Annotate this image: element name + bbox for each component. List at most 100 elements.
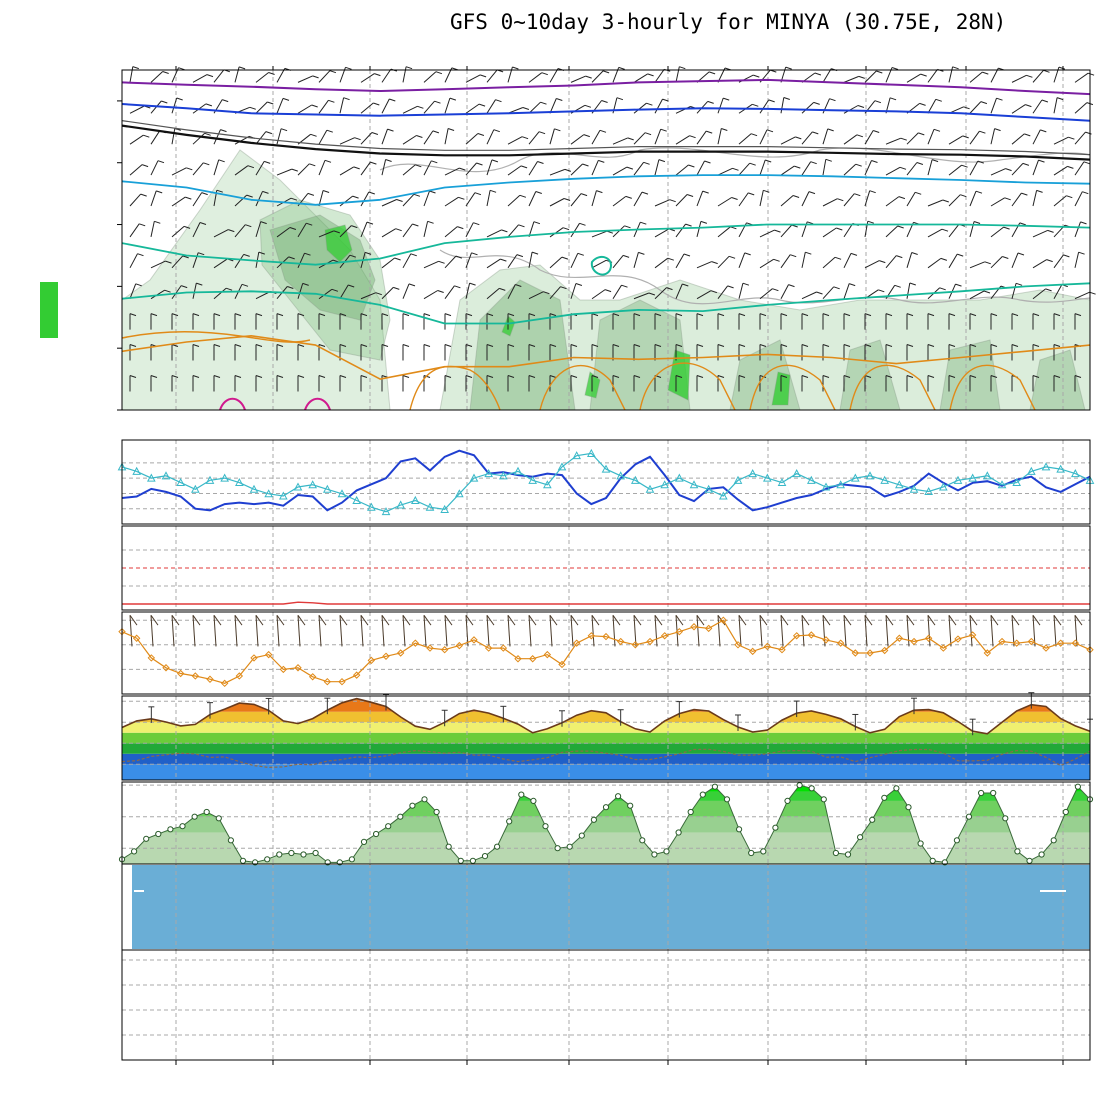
wind-barb	[154, 220, 161, 224]
wind-barb	[255, 221, 262, 238]
panel-frame	[121, 949, 1091, 1061]
wind-barb	[948, 135, 963, 145]
wind-speed-marker	[587, 632, 596, 640]
wind-barb	[171, 255, 184, 269]
wind-barb	[329, 70, 337, 74]
wind-barb	[780, 344, 788, 347]
wind-barb	[960, 194, 967, 198]
wind-barb	[549, 375, 557, 378]
wind-barb	[213, 129, 221, 145]
wind-barb	[969, 290, 985, 300]
temperature-line	[121, 697, 1091, 735]
wind-barb	[752, 103, 759, 107]
wind-barb	[423, 290, 438, 300]
wind-barb	[549, 256, 563, 269]
wind-barb	[262, 190, 269, 194]
wind-barb	[385, 159, 392, 162]
lifted-index-line	[122, 601, 1090, 605]
wind-speed-marker	[382, 652, 390, 660]
slp-line	[121, 449, 1091, 512]
wind-barb	[234, 165, 249, 176]
surface-wind-barb	[885, 614, 894, 626]
wind-barb	[268, 72, 275, 75]
wind-barb	[486, 258, 501, 269]
surface-wind-barb	[591, 614, 600, 626]
wind-barb	[801, 102, 815, 114]
wind-barb	[675, 344, 683, 347]
wind-barb	[381, 98, 390, 114]
thickness-marker	[850, 473, 860, 482]
wind-barb	[135, 283, 142, 287]
wind-barb	[994, 128, 1001, 132]
wind-barb	[318, 375, 326, 378]
wind-barb	[289, 227, 297, 230]
surface-wind-barb	[675, 614, 684, 626]
wind-speed-marker	[294, 664, 302, 672]
wind-barb	[465, 344, 473, 347]
wind-barb	[717, 375, 725, 378]
wind-speed-marker	[132, 634, 141, 642]
wind-barb	[996, 97, 1003, 101]
wind-barb	[444, 255, 457, 269]
wind-speed-line	[121, 619, 1091, 684]
wind-barb	[621, 284, 628, 288]
wind-speed-marker	[675, 627, 684, 636]
wind-barb	[927, 257, 942, 269]
wind-barb	[822, 286, 835, 300]
wind-barb	[1021, 192, 1028, 196]
wind-barb	[864, 260, 880, 269]
wind-barb	[654, 98, 663, 114]
wind-barb	[238, 66, 246, 70]
wind-barb	[1032, 375, 1040, 378]
rh-marker	[239, 857, 247, 864]
thickness-marker	[366, 502, 376, 511]
wind-barb	[669, 199, 676, 203]
rh-marker	[1026, 857, 1033, 864]
wind-barb	[528, 252, 533, 268]
wind-barb	[643, 161, 650, 165]
wind-barb	[742, 282, 750, 286]
thickness-marker	[234, 478, 244, 487]
rh-marker	[808, 785, 815, 792]
wind-barb	[454, 285, 461, 289]
wind-barb	[402, 164, 416, 176]
wind-barb	[360, 313, 368, 317]
wind-barb	[1015, 282, 1023, 286]
surface-wind-barb	[738, 614, 747, 626]
wind-barb	[423, 130, 434, 145]
wind-barb	[1046, 259, 1053, 263]
wind-barb	[864, 130, 874, 145]
wind-speed-marker	[367, 656, 376, 665]
wind-barb	[205, 103, 213, 107]
surface-wind-barb	[591, 615, 595, 647]
wind-barb	[780, 136, 796, 145]
wind-barb	[730, 226, 737, 230]
thickness-marker	[660, 480, 670, 489]
wind-barb	[520, 165, 528, 169]
wind-barb	[220, 129, 227, 133]
wind-barb	[465, 74, 481, 83]
wind-barb	[234, 194, 248, 207]
wind-barb	[601, 100, 608, 103]
wind-speed-marker	[191, 672, 200, 680]
wind-speed-marker	[308, 673, 317, 681]
surface-wind-barb	[570, 615, 574, 647]
wind-barb	[646, 102, 653, 106]
wind-barb	[1089, 291, 1096, 295]
surface-wind-barb	[150, 615, 154, 647]
wind-barb	[849, 283, 856, 287]
wind-barb	[984, 261, 991, 265]
wind-barb	[871, 160, 878, 163]
wind-barb	[654, 287, 667, 300]
surface-wind-barb	[654, 615, 658, 647]
rh-marker	[881, 794, 888, 801]
wind-barb	[507, 165, 522, 176]
wind-barb	[700, 220, 708, 224]
surface-wind-barb	[297, 615, 301, 647]
wind-barb	[408, 283, 416, 287]
wind-barb	[150, 130, 161, 145]
wind-speed-marker	[866, 649, 874, 657]
wind-barb	[1040, 129, 1047, 133]
surface-wind-barb	[360, 614, 369, 626]
wind-barb	[465, 162, 477, 176]
